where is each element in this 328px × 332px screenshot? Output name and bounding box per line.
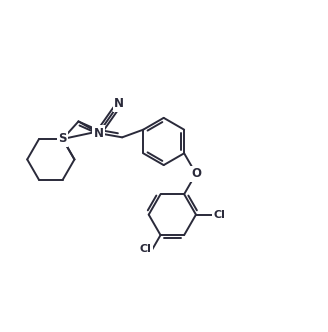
- Text: O: O: [191, 167, 201, 180]
- Text: N: N: [114, 98, 124, 111]
- Text: S: S: [58, 132, 67, 145]
- Text: Cl: Cl: [213, 209, 225, 220]
- Text: Cl: Cl: [140, 244, 152, 254]
- Text: N: N: [94, 127, 104, 140]
